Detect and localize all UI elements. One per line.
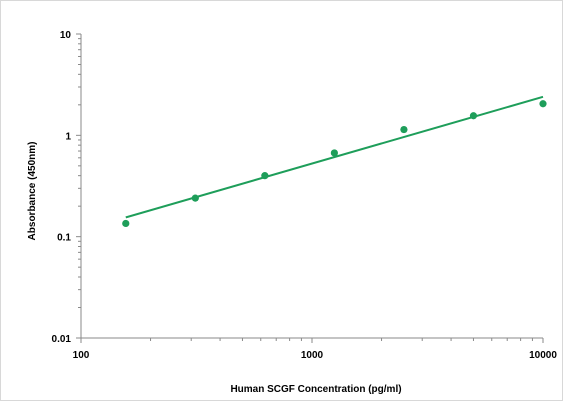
data-point	[469, 112, 478, 120]
y-tick-label: 0.1	[57, 233, 71, 244]
y-axis-label: Absorbance (450nm)	[27, 142, 38, 241]
x-tick-label: 1000	[301, 350, 324, 361]
trend-line	[125, 95, 544, 219]
axes	[76, 33, 544, 343]
data-point	[539, 100, 547, 108]
y-tick-label: 0.01	[52, 334, 72, 345]
data-point	[122, 219, 130, 228]
data-point	[400, 125, 408, 134]
data-point	[330, 149, 338, 157]
x-axis-label: Human SCGF Concentration (pg/ml)	[230, 384, 401, 395]
y-tick-label: 1	[65, 131, 71, 142]
data-point	[191, 194, 199, 202]
x-tick-label: 10000	[529, 350, 557, 361]
y-tick-label: 10	[60, 30, 72, 41]
data-point	[261, 172, 269, 180]
chart-marks	[122, 95, 547, 228]
x-tick-label: 100	[73, 350, 90, 361]
tick-labels: 0.01 0.1 1 10 100 1000 10000	[52, 30, 558, 361]
